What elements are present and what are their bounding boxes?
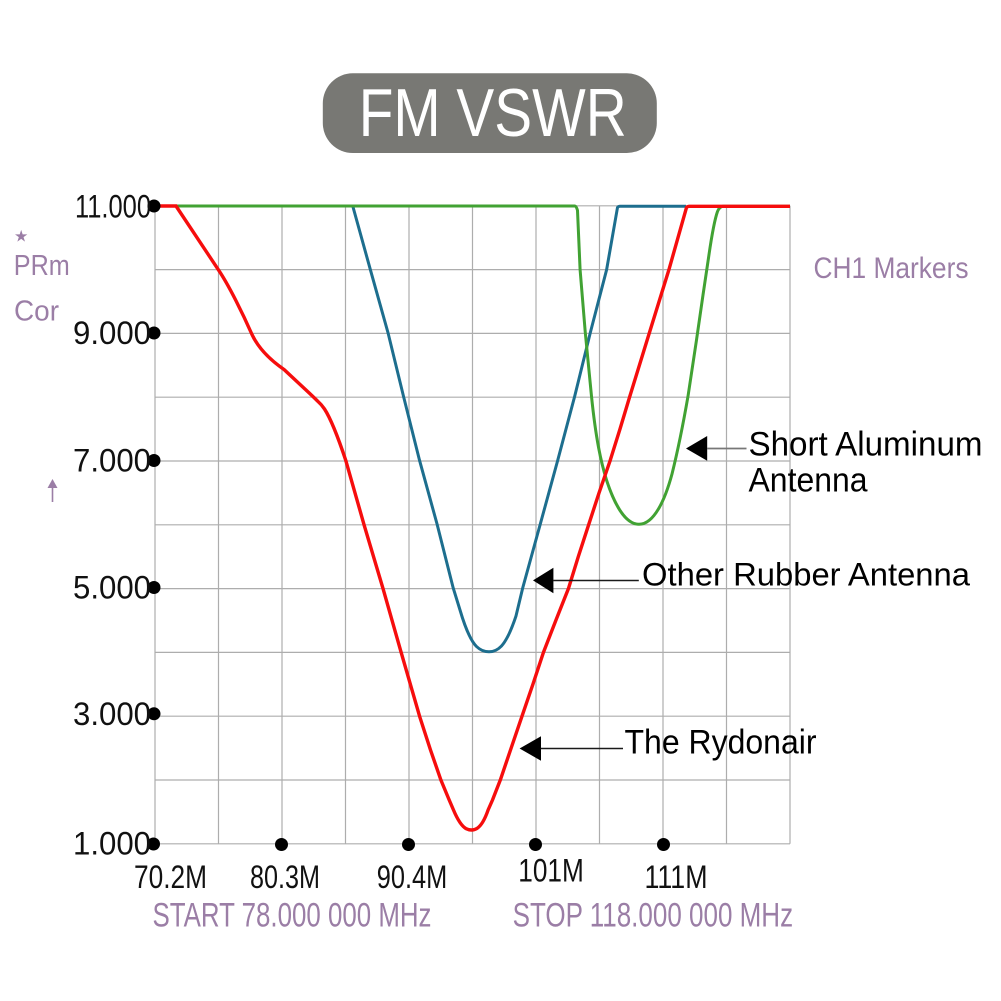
svg-text:70.2M: 70.2M <box>134 859 207 895</box>
svg-text:111M: 111M <box>645 859 708 895</box>
svg-text:STOP 118.000 000 MHz: STOP 118.000 000 MHz <box>513 897 794 935</box>
svg-text:FM VSWR: FM VSWR <box>359 75 627 151</box>
svg-text:80.3M: 80.3M <box>250 859 320 895</box>
svg-text:3.000: 3.000 <box>73 696 151 732</box>
svg-text:Antenna: Antenna <box>749 461 868 499</box>
svg-text:7.000: 7.000 <box>73 443 151 479</box>
svg-text:PRm: PRm <box>14 250 70 282</box>
svg-text:CH1 Markers: CH1 Markers <box>814 252 969 285</box>
svg-text:101M: 101M <box>518 853 584 889</box>
svg-text:Short Aluminum: Short Aluminum <box>749 426 983 464</box>
svg-text:The Rydonair: The Rydonair <box>625 724 817 762</box>
svg-text:★: ★ <box>14 229 28 246</box>
svg-text:Other Rubber Antenna: Other Rubber Antenna <box>642 557 970 593</box>
svg-text:5.000: 5.000 <box>73 570 151 606</box>
svg-text:9.000: 9.000 <box>73 315 151 351</box>
svg-text:1.000: 1.000 <box>73 826 151 862</box>
svg-text:11.000: 11.000 <box>75 189 151 225</box>
svg-text:START 78.000 000 MHz: START 78.000 000 MHz <box>153 897 432 935</box>
svg-text:90.4M: 90.4M <box>377 859 448 895</box>
svg-text:Cor: Cor <box>14 296 59 328</box>
